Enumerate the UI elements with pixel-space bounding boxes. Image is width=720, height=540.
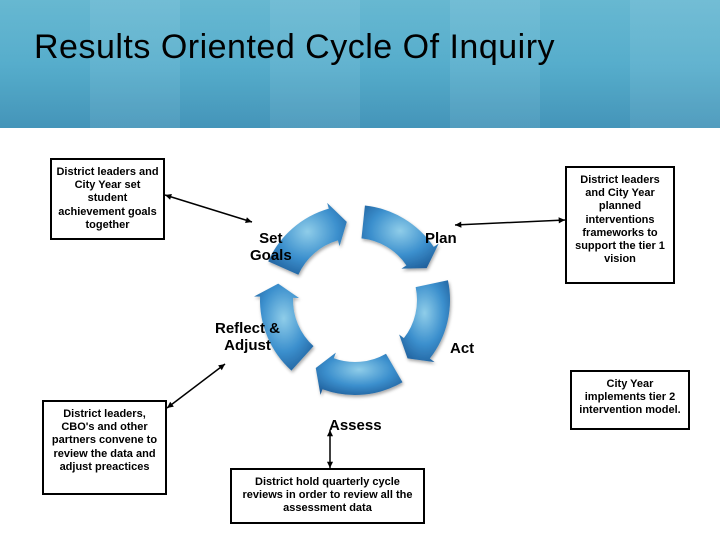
slide-header: Results Oriented Cycle Of Inquiry (0, 0, 720, 128)
act-callout: City Year implements tier 2 intervention… (570, 370, 690, 430)
assess-callout: District hold quarterly cycle reviews in… (230, 468, 425, 524)
page-title: Results Oriented Cycle Of Inquiry (34, 28, 555, 67)
connector-arrowhead (167, 402, 174, 408)
reflect-callout: District leaders, CBO's and other partne… (42, 400, 167, 495)
cycle-step-label: Plan (425, 230, 457, 247)
cycle-step-label: SetGoals (250, 230, 292, 264)
connector-arrowhead (165, 194, 172, 200)
connector-line (167, 364, 225, 408)
connector-line (165, 195, 252, 222)
connector-line (455, 220, 565, 225)
plan-callout: District leaders and City Year planned i… (565, 166, 675, 284)
cycle-step-label: Reflect &Adjust (215, 320, 280, 354)
cycle-step-label: Assess (329, 417, 382, 434)
cycle-step-label: Act (450, 340, 474, 357)
connector-arrowhead (455, 222, 461, 228)
cycle-arc (399, 280, 450, 362)
set-goals-callout: District leaders and City Year set stude… (50, 158, 165, 240)
cycle-arc (316, 353, 403, 395)
connector-arrowhead (218, 364, 225, 370)
connector-arrowhead (245, 217, 252, 223)
